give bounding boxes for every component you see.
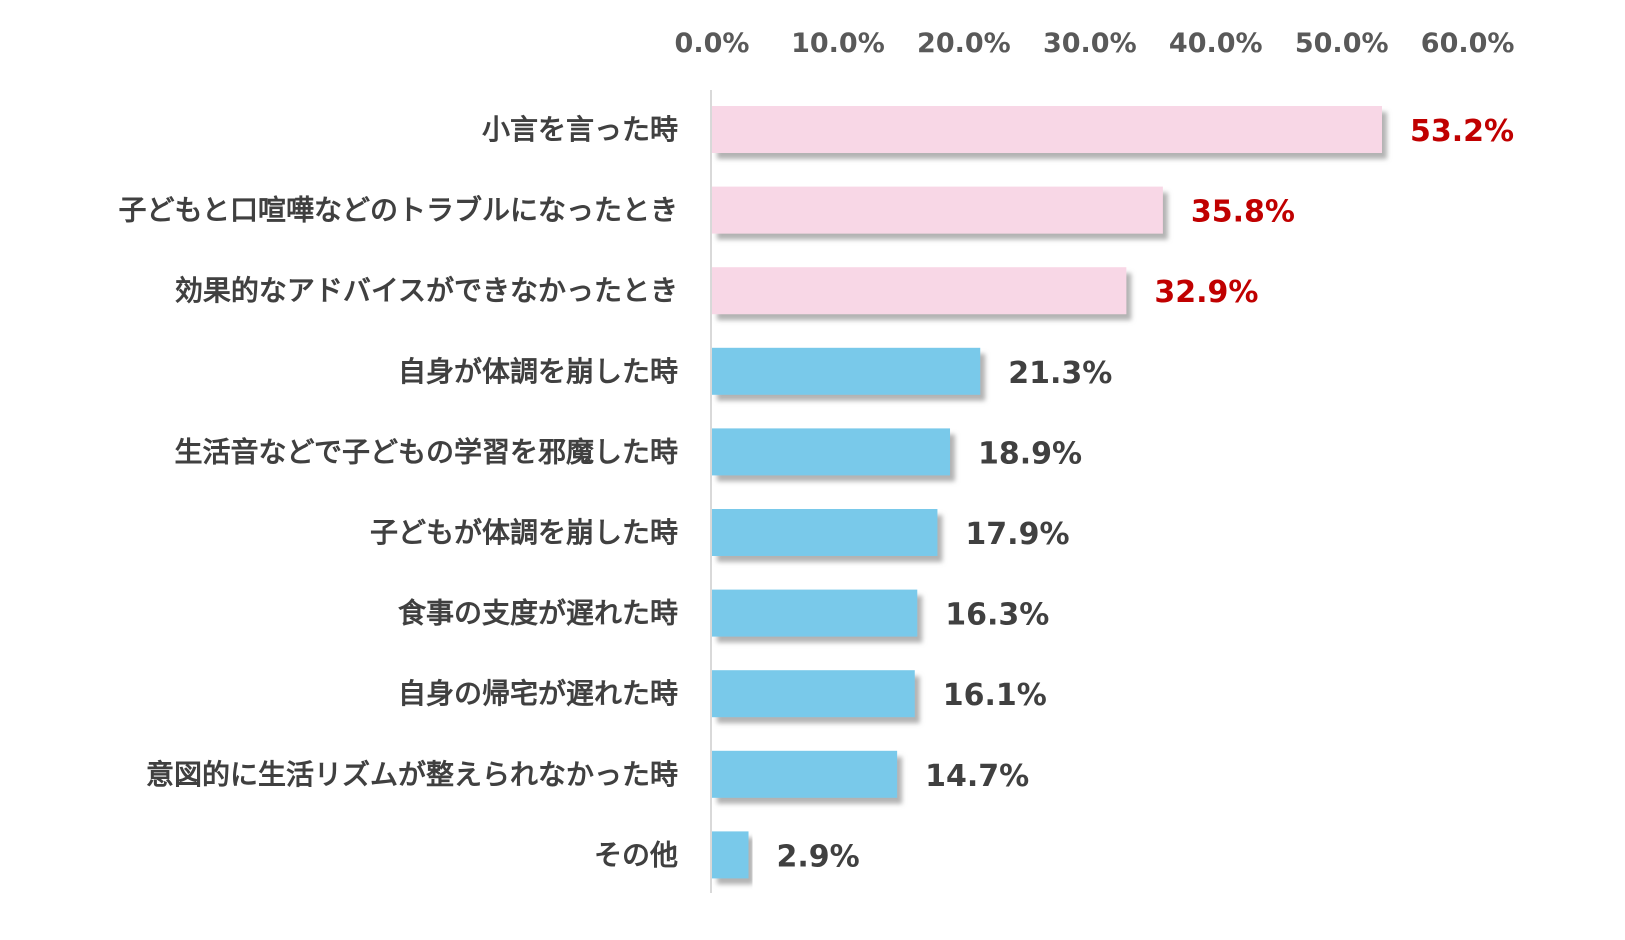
category-label: 子どもと口喧嘩などのトラブルになったとき (119, 194, 678, 227)
value-label: 14.7% (925, 759, 1029, 794)
value-label: 18.9% (978, 436, 1082, 471)
bar (712, 347, 981, 395)
category-label: 自身が体調を崩した時 (398, 355, 678, 388)
x-tick-label: 0.0% (675, 28, 750, 59)
value-labels: 53.2% 35.8% 32.9% 21.3% 18.9% 17.9% 16.3% 16.1%… (777, 114, 1515, 874)
category-labels: 小言を言った時子どもと口喧嘩などのトラブルになったとき効果的なアドバイスができな… (119, 113, 678, 871)
category-label: 意図的に生活リズムが整えられなかった時 (146, 758, 678, 791)
value-label: 16.3% (945, 598, 1049, 633)
bar (712, 428, 951, 476)
bar (712, 106, 1382, 153)
value-label: 2.9% (777, 839, 860, 874)
category-label: 子どもが体調を崩した時 (370, 516, 678, 549)
value-label: 21.3% (1008, 356, 1112, 391)
category-label: 自身の帰宅が遅れた時 (398, 677, 678, 710)
bar (712, 589, 918, 637)
value-label: 35.8% (1191, 195, 1295, 230)
bar (712, 186, 1163, 234)
category-label: その他 (594, 838, 678, 871)
value-label: 17.9% (965, 517, 1069, 552)
category-label: 効果的なアドバイスができなかったとき (175, 274, 678, 307)
x-axis-tick-labels: 0.0% 10.0% 20.0% 30.0% 40.0% 50.0% 60.0% (675, 28, 1515, 59)
bar (712, 267, 1127, 315)
value-label: 53.2% (1410, 114, 1514, 149)
category-label: 生活音などで子どもの学習を邪魔した時 (175, 435, 678, 468)
category-label: 食事の支度が遅れた時 (398, 597, 678, 630)
x-tick-label: 50.0% (1295, 28, 1389, 59)
bar (712, 670, 915, 718)
value-label: 16.1% (943, 678, 1047, 713)
x-tick-label: 60.0% (1421, 28, 1515, 59)
bar (712, 831, 749, 879)
x-tick-label: 40.0% (1169, 28, 1263, 59)
category-label: 小言を言った時 (482, 113, 678, 146)
bars-group (712, 106, 1382, 879)
x-tick-label: 30.0% (1043, 28, 1137, 59)
x-tick-label: 10.0% (791, 28, 885, 59)
bar (712, 750, 898, 798)
value-label: 32.9% (1154, 275, 1258, 310)
x-tick-label: 20.0% (917, 28, 1011, 59)
bar (712, 509, 938, 556)
